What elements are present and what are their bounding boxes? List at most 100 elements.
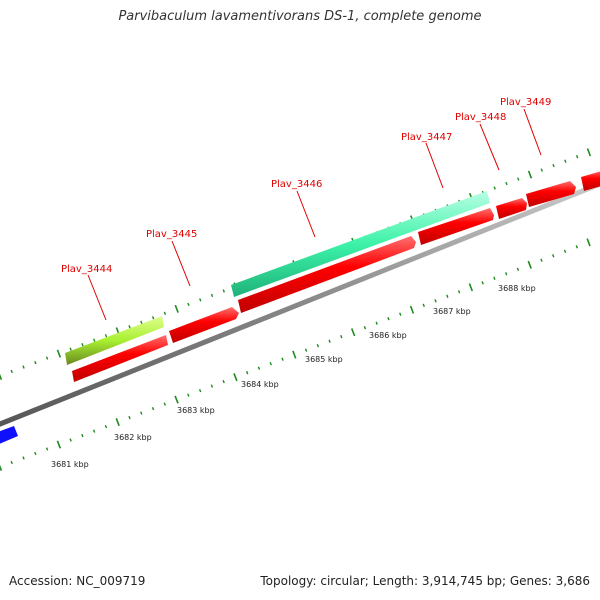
major-tick — [586, 148, 592, 157]
kbp-label: 3684 kbp — [241, 380, 279, 389]
minor-tick — [104, 424, 108, 429]
major-tick — [0, 464, 3, 471]
label-callouts — [87, 108, 542, 321]
gene-label-plav-3446[interactable]: Plav_3446 — [271, 179, 322, 190]
minor-tick — [516, 267, 520, 271]
major-tick — [174, 304, 179, 313]
gene-arrow-plav-3449[interactable] — [526, 181, 576, 207]
minor-tick — [446, 294, 449, 298]
kbp-label: 3686 kbp — [369, 331, 407, 340]
minor-tick — [81, 343, 84, 347]
minor-tick — [422, 303, 425, 307]
minor-tick — [575, 155, 579, 159]
minor-tick — [151, 316, 155, 320]
gene-label-plav-3445[interactable]: Plav_3445 — [146, 229, 197, 240]
minor-tick — [540, 168, 543, 172]
gene-label-plav-3448[interactable]: Plav_3448 — [455, 112, 506, 123]
minor-tick — [552, 254, 555, 258]
gene-arrow-plav-3446[interactable] — [238, 236, 416, 313]
inner-tick-track — [0, 238, 591, 471]
minor-tick — [163, 402, 166, 406]
minor-tick — [363, 326, 367, 330]
minor-tick — [45, 447, 49, 451]
minor-tick — [493, 276, 496, 280]
minor-tick — [93, 338, 96, 342]
gene-arrow-plav-3450[interactable] — [581, 170, 600, 191]
minor-tick — [151, 406, 155, 411]
minor-tick — [69, 347, 72, 351]
minor-tick — [34, 451, 37, 456]
minor-tick — [281, 357, 284, 361]
minor-tick — [69, 438, 72, 442]
accession-label: Accession: NC_009719 — [9, 574, 146, 588]
gene-arrow-plav-3445[interactable] — [169, 307, 239, 343]
callout-plav-3445 — [171, 240, 191, 287]
callout-plav-3448 — [479, 123, 500, 171]
minor-tick — [128, 415, 131, 420]
minor-tick — [222, 289, 225, 293]
minor-tick — [375, 321, 378, 325]
minor-tick — [222, 379, 225, 384]
minor-tick — [45, 356, 49, 360]
feature-bar-yellowgreen[interactable] — [65, 316, 164, 365]
minor-tick — [199, 298, 202, 302]
gene-arrow-plav-3447[interactable] — [418, 208, 494, 245]
kbp-label: 3687 kbp — [433, 307, 471, 316]
major-tick — [56, 349, 62, 358]
minor-tick — [328, 339, 331, 343]
minor-tick — [246, 370, 249, 375]
minor-tick — [22, 456, 25, 460]
kbp-scale-labels: 3681 kbp 3682 kbp 3683 kbp 3684 kbp 3685… — [51, 284, 536, 469]
minor-tick — [34, 360, 37, 365]
minor-tick — [457, 290, 461, 294]
minor-tick — [481, 281, 484, 285]
minor-tick — [210, 384, 214, 388]
genome-title: Parvibaculum lavamentivorans DS-1, compl… — [118, 9, 482, 24]
minor-tick — [304, 348, 308, 352]
gene-labels: Plav_3444 Plav_3445 Plav_3446 Plav_3447 … — [61, 97, 551, 275]
major-tick — [115, 418, 120, 427]
callout-plav-3449 — [523, 108, 542, 156]
minor-tick — [187, 393, 190, 397]
gene-arrow-plav-3448[interactable] — [496, 198, 527, 219]
gene-label-plav-3444[interactable]: Plav_3444 — [61, 264, 112, 275]
kbp-label: 3683 kbp — [177, 406, 215, 415]
minor-tick — [210, 293, 214, 298]
major-tick — [233, 373, 238, 382]
major-tick — [292, 350, 297, 359]
gene-label-plav-3447[interactable]: Plav_3447 — [401, 132, 452, 143]
minor-tick — [563, 249, 567, 253]
minor-tick — [399, 312, 402, 316]
minor-tick — [316, 344, 320, 348]
major-tick — [586, 238, 591, 247]
minor-tick — [257, 366, 261, 370]
genome-backbone — [0, 181, 600, 427]
major-tick — [0, 373, 3, 380]
minor-tick — [198, 388, 202, 393]
kbp-label: 3681 kbp — [51, 460, 89, 469]
kbp-label: 3682 kbp — [114, 433, 152, 442]
major-tick — [527, 260, 532, 269]
minor-tick — [387, 317, 390, 321]
minor-tick — [434, 299, 437, 303]
minor-tick — [552, 163, 555, 168]
gene-arrow-plav-3444[interactable] — [72, 335, 168, 382]
minor-tick — [505, 272, 508, 276]
gene-label-plav-3449[interactable]: Plav_3449 — [500, 97, 551, 108]
minor-tick — [104, 334, 108, 338]
minor-tick — [187, 302, 190, 307]
minor-tick — [10, 369, 13, 374]
feature-bar-cyan[interactable] — [231, 191, 490, 297]
gene-features — [0, 170, 600, 444]
minor-tick — [140, 320, 143, 324]
minor-tick — [517, 177, 520, 181]
callout-plav-3447 — [425, 142, 444, 189]
major-tick — [56, 440, 62, 449]
major-tick — [468, 283, 474, 292]
minor-tick — [22, 365, 25, 369]
gene-arrow-blue[interactable] — [0, 426, 18, 444]
callout-plav-3444 — [87, 274, 107, 321]
callout-plav-3446 — [296, 190, 316, 238]
minor-tick — [128, 325, 131, 329]
